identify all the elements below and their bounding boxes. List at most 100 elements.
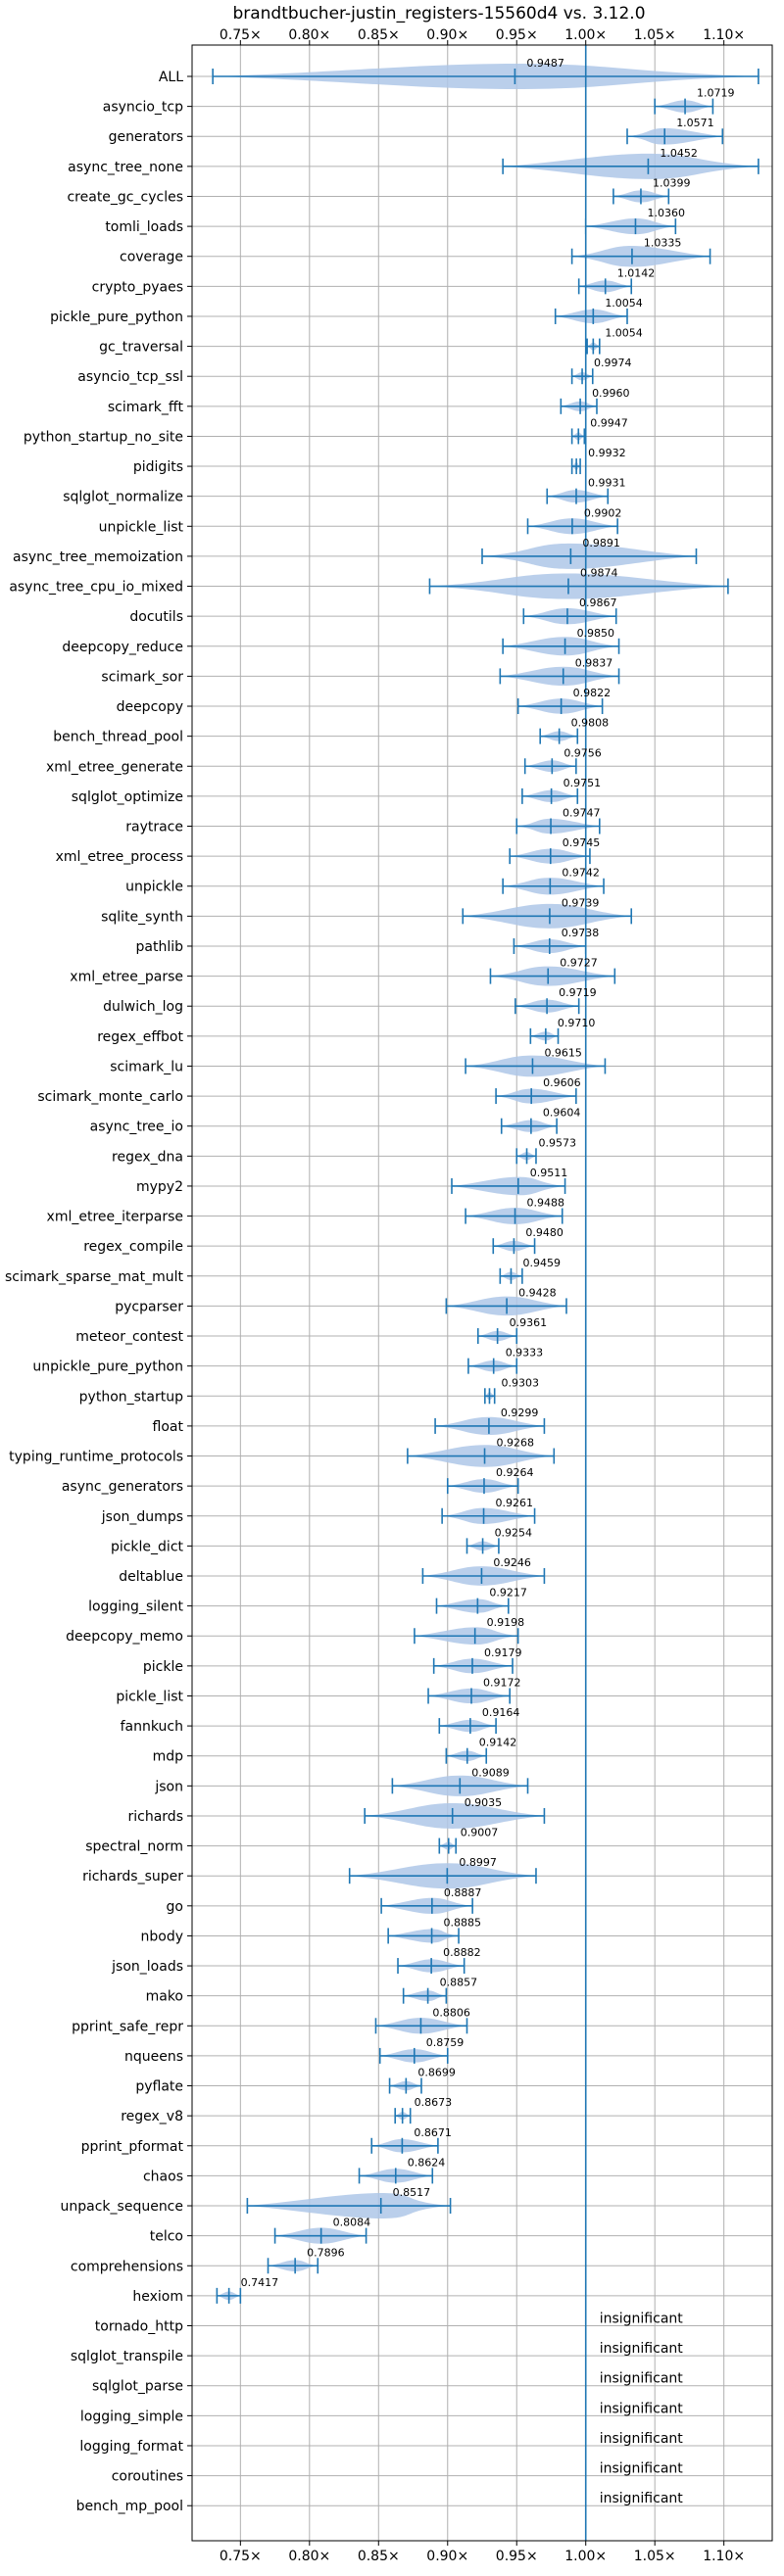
benchmark-label: crypto_pyaes	[92, 279, 183, 295]
value-label: 1.0054	[605, 297, 643, 310]
value-label: 0.8624	[408, 2156, 446, 2169]
value-label: 0.9947	[590, 416, 628, 429]
value-label: 1.0360	[647, 207, 685, 219]
x-tick-label-bottom: 0.75×	[220, 2549, 262, 2564]
benchmark-label: pickle	[143, 1659, 183, 1675]
benchmark-label: xml_etree_iterparse	[47, 1210, 183, 1225]
value-label: 1.0142	[617, 266, 656, 279]
value-label: 0.9751	[564, 777, 602, 789]
violin-layer	[213, 64, 759, 2301]
value-label: 0.9172	[483, 1676, 521, 1689]
value-label: 0.9268	[497, 1437, 534, 1450]
benchmark-label: generators	[109, 129, 183, 145]
benchmark-label: async_generators	[62, 1479, 183, 1495]
x-tick-label-top: 1.10×	[703, 27, 745, 43]
benchmark-label: sqlite_synth	[101, 909, 183, 925]
x-tick-label-top: 1.05×	[634, 27, 676, 43]
benchmark-label: sqlglot_transpile	[71, 2349, 183, 2364]
value-label: 0.9604	[543, 1107, 581, 1120]
benchmark-label: mako	[146, 1989, 183, 2005]
value-label: 1.0399	[653, 176, 691, 189]
value-label: 0.9035	[465, 1796, 503, 1809]
benchmark-label: scimark_fft	[108, 400, 184, 415]
benchmark-label: telco	[150, 2229, 183, 2245]
value-label: 0.9480	[525, 1226, 564, 1239]
benchmark-label: scimark_lu	[110, 1059, 183, 1074]
value-label: 0.9719	[559, 986, 597, 999]
benchmark-label: regex_effbot	[97, 1029, 183, 1045]
value-label: 0.8887	[444, 1886, 482, 1899]
benchmark-label: logging_silent	[88, 1599, 183, 1615]
benchmark-label: deepcopy	[117, 699, 183, 715]
benchmark-label: sqlglot_optimize	[72, 789, 183, 805]
x-tick-label-bottom: 0.95×	[496, 2549, 538, 2564]
x-tick-label-bottom: 1.10×	[703, 2549, 745, 2564]
x-tick-label-top: 0.80×	[288, 27, 330, 43]
value-label: 0.9931	[588, 477, 626, 490]
insignificant-label: insignificant	[600, 2401, 684, 2416]
value-label: 0.9333	[506, 1347, 544, 1360]
benchmark-label: pickle_pure_python	[50, 310, 183, 325]
benchmark-label: xml_etree_process	[56, 849, 183, 865]
value-label: 0.9089	[471, 1766, 509, 1779]
benchmark-label: logging_simple	[80, 2409, 183, 2424]
benchmark-label: chaos	[143, 2169, 183, 2184]
benchmark-label: async_tree_io	[90, 1120, 183, 1135]
value-label: 0.9867	[579, 596, 617, 609]
benchmark-label: nqueens	[124, 2049, 183, 2065]
insignificant-label: insignificant	[600, 2341, 684, 2357]
benchmark-label: sqlglot_normalize	[63, 490, 183, 505]
value-label: 0.9511	[530, 1167, 568, 1179]
value-label: 0.9756	[564, 746, 602, 759]
value-label: 0.9217	[489, 1587, 527, 1599]
value-label: 0.8759	[426, 2036, 465, 2049]
benchmark-label: create_gc_cycles	[67, 189, 183, 205]
value-label: 0.8084	[333, 2217, 371, 2229]
benchmark-label: meteor_contest	[75, 1329, 183, 1345]
benchmark-label: sqlglot_parse	[92, 2379, 183, 2395]
axis-layer: 0.75× 0.75× 0.80× 0.80× 0.85× 0.85× 0.90× 0.90×…	[5, 27, 745, 2564]
value-label: 1.0054	[605, 327, 643, 340]
value-label: 0.9361	[510, 1316, 548, 1329]
x-tick-label-bottom: 1.05×	[634, 2549, 676, 2564]
x-tick-label-bottom: 0.80×	[288, 2549, 330, 2564]
insignificant-label: insignificant	[600, 2312, 684, 2327]
value-label: 0.9902	[584, 506, 622, 519]
value-label: 0.9874	[580, 567, 618, 580]
benchmark-label: json_dumps	[101, 1509, 183, 1525]
x-tick-label-top: 0.90×	[426, 27, 468, 43]
benchmark-label: logging_format	[79, 2439, 183, 2455]
benchmark-label: comprehensions	[71, 2259, 183, 2274]
benchmark-label: bench_thread_pool	[53, 730, 183, 745]
benchmark-label: unpickle_pure_python	[32, 1360, 183, 1375]
benchmark-label: pickle_list	[116, 1689, 183, 1704]
value-label: 0.9198	[487, 1616, 525, 1629]
value-label: 0.9264	[496, 1466, 534, 1479]
value-label: 0.7896	[307, 2246, 345, 2259]
benchmark-label: tornado_http	[95, 2319, 183, 2335]
insignificant-label: insignificant	[600, 2491, 684, 2506]
value-label: 0.8997	[459, 1856, 497, 1869]
chart-title: brandtbucher-justin_registers-15560d4 vs…	[232, 4, 645, 24]
benchmark-label: coverage	[120, 250, 183, 265]
benchmark-label: mypy2	[136, 1179, 183, 1195]
value-label: 0.9488	[527, 1197, 565, 1210]
benchmark-label: bench_mp_pool	[76, 2499, 183, 2514]
benchmark-label: richards	[128, 1809, 184, 1825]
benchmark-label: float	[153, 1419, 184, 1435]
benchmark-label: richards_super	[82, 1869, 183, 1884]
benchmark-label: fannkuch	[121, 1719, 183, 1735]
value-label: 0.9142	[479, 1737, 516, 1749]
benchmark-label: raytrace	[125, 820, 183, 835]
benchmark-label: pprint_safe_repr	[72, 2019, 183, 2034]
label-layer: 0.9487 1.0719 1.0571 1.0452 1.0399 1.0360 1.03…	[241, 57, 735, 2506]
insignificant-label: insignificant	[600, 2371, 684, 2387]
value-label: 0.9487	[526, 57, 564, 70]
benchmark-label: pidigits	[133, 459, 183, 475]
benchmark-label: async_tree_memoization	[13, 549, 183, 565]
benchmark-label: docutils	[129, 609, 183, 625]
value-label: 0.8673	[415, 2096, 453, 2109]
benchmark-label: unpickle	[125, 880, 183, 895]
benchmark-label: dulwich_log	[103, 999, 183, 1015]
